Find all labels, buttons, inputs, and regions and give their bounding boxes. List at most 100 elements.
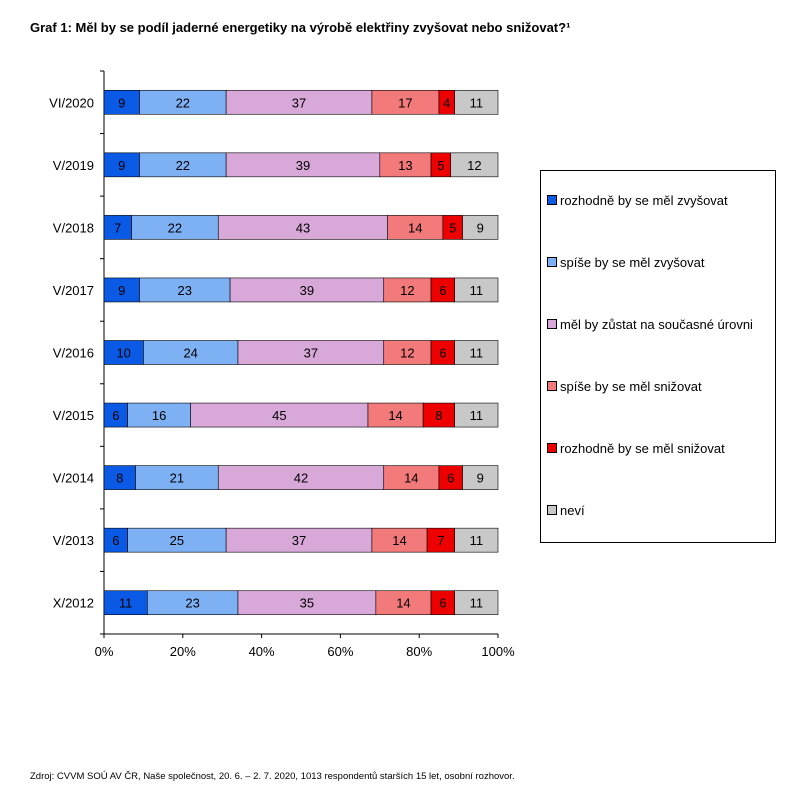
data-label: 9 [118, 158, 125, 173]
data-label: 39 [300, 283, 314, 298]
data-label: 6 [439, 596, 446, 611]
data-label: 14 [404, 471, 418, 486]
data-label: 25 [170, 533, 184, 548]
bar-segment [379, 152, 432, 178]
bar-segment [190, 402, 369, 428]
data-label: 14 [388, 408, 402, 423]
data-label: 9 [118, 283, 125, 298]
data-label: 23 [178, 283, 192, 298]
bar-segment [454, 277, 499, 303]
category-label: V/2013 [53, 533, 94, 548]
bar-segment [454, 527, 499, 553]
x-tick-label: 20% [170, 644, 196, 659]
legend-swatch [547, 319, 557, 329]
data-label: 14 [408, 220, 422, 235]
legend-item: neví [547, 502, 585, 518]
bar-segment [103, 152, 140, 178]
x-tick-label: 80% [406, 644, 432, 659]
bar-segment [135, 465, 219, 490]
x-tick-label: 100% [481, 644, 515, 659]
bar-segment [127, 402, 191, 428]
data-label: 4 [443, 95, 450, 110]
legend-swatch [547, 257, 557, 267]
data-label: 42 [294, 471, 308, 486]
bar-segment [147, 590, 239, 616]
legend: rozhodně by se měl zvyšovat spíše by se m… [540, 170, 776, 543]
bar-segment [237, 590, 377, 616]
data-label: 11 [119, 596, 133, 611]
bar-segment [217, 215, 388, 240]
bar-segment [229, 277, 385, 303]
legend-item: měl by zůstat na současné úrovni [547, 316, 753, 332]
bar-segment [387, 215, 444, 240]
bar-segment [371, 89, 440, 115]
x-tick-label: 60% [327, 644, 353, 659]
bar-segment [426, 527, 455, 553]
bar-segment [454, 590, 499, 616]
bar-segment [217, 465, 385, 490]
bar-segment [225, 89, 373, 115]
data-label: 11 [470, 95, 484, 110]
category-label: V/2014 [53, 471, 94, 486]
x-tick-label: 40% [249, 644, 275, 659]
bar-segment [131, 215, 219, 240]
legend-swatch [547, 505, 557, 515]
data-label: 14 [396, 596, 410, 611]
data-label: 16 [152, 408, 166, 423]
legend-swatch [547, 443, 557, 453]
data-label: 35 [300, 596, 314, 611]
data-label: 12 [467, 158, 481, 173]
category-label: V/2016 [53, 346, 94, 361]
x-tick-label: 0% [95, 644, 114, 659]
data-label: 22 [176, 95, 190, 110]
data-label: 11 [470, 596, 484, 611]
data-label: 7 [437, 533, 444, 548]
legend-label: spíše by se měl snižovat [560, 378, 702, 394]
data-label: 13 [398, 158, 412, 173]
category-label: V/2017 [53, 283, 94, 298]
data-label: 22 [168, 220, 182, 235]
data-label: 6 [112, 533, 119, 548]
data-label: 6 [447, 471, 454, 486]
bar-segment [383, 277, 432, 303]
data-label: 37 [292, 533, 306, 548]
bar-segment [103, 215, 132, 240]
data-label: 23 [185, 596, 199, 611]
data-label: 11 [470, 408, 484, 423]
data-label: 6 [112, 408, 119, 423]
category-label: X/2012 [53, 596, 94, 611]
data-label: 9 [477, 471, 484, 486]
bar-segment [450, 152, 499, 178]
data-label: 6 [439, 346, 446, 361]
source-note: Zdroj: CVVM SOÚ AV ČR, Naše společnost, … [30, 771, 515, 782]
data-label: 9 [118, 95, 125, 110]
bar-segment [383, 465, 440, 490]
data-label: 11 [470, 346, 484, 361]
data-label: 5 [449, 220, 456, 235]
bar-segment [103, 590, 148, 616]
bar-segment [462, 465, 499, 490]
bar-segment [103, 340, 144, 365]
data-label: 12 [400, 346, 414, 361]
data-label: 45 [272, 408, 286, 423]
data-label: 14 [392, 533, 406, 548]
data-label: 6 [439, 283, 446, 298]
data-label: 11 [470, 283, 484, 298]
bar-segment [225, 152, 381, 178]
legend-label: rozhodně by se měl snižovat [560, 440, 725, 456]
legend-item: spíše by se měl zvyšovat [547, 254, 705, 270]
data-label: 37 [292, 95, 306, 110]
data-label: 7 [114, 220, 121, 235]
legend-swatch [547, 381, 557, 391]
bar-segment [454, 340, 499, 365]
data-label: 5 [437, 158, 444, 173]
legend-label: měl by zůstat na současné úrovni [560, 316, 753, 332]
legend-label: neví [560, 502, 585, 518]
bar-segment [225, 527, 373, 553]
data-label: 21 [170, 471, 184, 486]
bar-segment [367, 402, 424, 428]
data-label: 12 [400, 283, 414, 298]
bar-segment [139, 152, 227, 178]
bar-segment [454, 402, 499, 428]
